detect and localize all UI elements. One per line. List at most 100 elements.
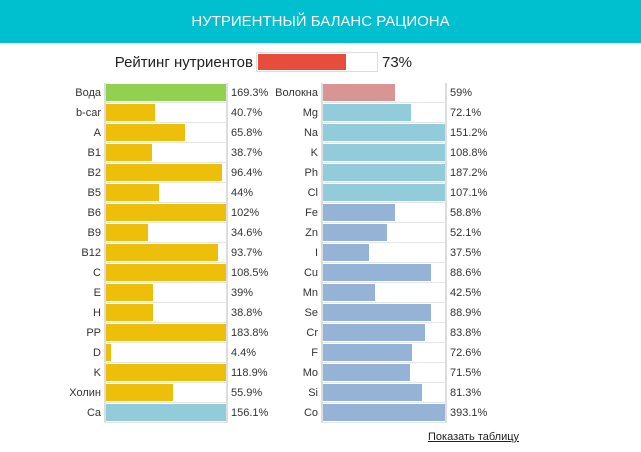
nutrient-value: 118.9% [231, 367, 268, 379]
nutrient-bar [321, 203, 447, 223]
nutrient-bar [104, 203, 228, 223]
nutrient-label: Na [303, 127, 318, 139]
nutrient-bar-fill [323, 404, 445, 421]
nutrient-value: 71.5% [450, 367, 482, 379]
nutrient-label: H [93, 307, 101, 319]
nutrient-value: 52.1% [450, 227, 482, 239]
nutrient-bar-fill [106, 364, 226, 381]
nutrient-label: Fe [305, 207, 318, 219]
nutrient-bar [321, 143, 447, 163]
nutrient-bar-fill [106, 224, 148, 241]
nutrient-label: B6 [87, 207, 101, 219]
nutrient-bar [321, 283, 447, 303]
nutrient-label: PP [86, 327, 101, 339]
nutrient-bar [104, 143, 228, 163]
nutrient-value: 44% [231, 187, 254, 199]
nutrient-bar-fill [323, 164, 445, 181]
nutrient-bar [321, 183, 447, 203]
nutrient-bar [104, 363, 228, 383]
nutrient-bar-fill [323, 364, 411, 381]
nutrient-label: Вода [75, 87, 101, 99]
nutrient-value: 156.1% [231, 407, 269, 419]
nutrient-value: 108.5% [231, 267, 269, 279]
nutrient-label: Zn [305, 227, 318, 239]
nutrient-bar-fill [323, 104, 411, 121]
nutrient-value: 55.9% [231, 387, 263, 399]
nutrient-label: Se [304, 307, 318, 319]
nutrient-value: 72.1% [450, 107, 482, 119]
nutrient-label: Ph [304, 167, 318, 179]
nutrient-bar [321, 363, 447, 383]
nutrient-value: 96.4% [231, 167, 263, 179]
nutrient-bar [104, 263, 228, 283]
nutrient-label: B12 [81, 247, 101, 259]
nutrient-value: 88.6% [450, 267, 482, 279]
nutrient-bar [104, 303, 228, 323]
nutrient-bar [104, 323, 228, 343]
nutrient-value: 39% [231, 287, 254, 299]
show-table-link[interactable]: Показать таблицу [428, 431, 520, 443]
nutrient-value: 34.6% [231, 227, 263, 239]
nutrient-bar-fill [106, 344, 112, 361]
nutrient-bar [321, 383, 447, 403]
nutrient-bar-fill [106, 104, 155, 121]
nutrient-label: E [93, 287, 101, 299]
nutrient-label: b-car [75, 107, 101, 119]
nutrient-value: 65.8% [231, 127, 263, 139]
nutrient-bar-fill [323, 124, 445, 141]
nutrient-bar [321, 83, 447, 103]
nutrient-bar-fill [323, 264, 432, 281]
nutrient-bar [321, 263, 447, 283]
nutrient-bar [321, 103, 447, 123]
nutrient-value: 37.5% [450, 247, 482, 259]
nutrient-bar [104, 123, 228, 143]
nutrient-label: F [311, 347, 318, 359]
nutrient-bar-fill [106, 404, 226, 421]
nutrient-bar-fill [323, 224, 387, 241]
nutrient-value: 393.1% [450, 407, 488, 419]
nutrient-label: Si [308, 387, 318, 399]
nutrient-bar [321, 303, 447, 323]
nutrient-bar [104, 83, 228, 103]
nutrient-value: 38.7% [231, 147, 263, 159]
nutrient-bar [321, 223, 447, 243]
nutrient-value: 88.9% [450, 307, 482, 319]
nutrient-label: K [93, 367, 101, 379]
nutrient-label: C [93, 267, 101, 279]
nutrient-bar-fill [106, 124, 185, 141]
nutrient-label: Mn [302, 287, 318, 299]
nutrient-label: Co [303, 407, 318, 419]
nutrient-label: Волокна [275, 87, 318, 99]
nutrient-label: Cl [307, 187, 318, 199]
nutrient-bar-fill [106, 164, 222, 181]
nutrient-label: B1 [87, 147, 101, 159]
nutrient-bar [321, 163, 447, 183]
nutrient-value: 102% [231, 207, 260, 219]
nutrient-value: 40.7% [231, 107, 263, 119]
page-header: НУТРИЕНТНЫЙ БАЛАНС РАЦИОНА [0, 0, 641, 43]
nutrient-bar [104, 383, 228, 403]
nutrient-bar-fill [106, 84, 226, 101]
nutrient-bar-fill [323, 184, 445, 201]
nutrient-bar-fill [323, 284, 375, 301]
nutrient-label: B5 [87, 187, 101, 199]
nutrient-bar [104, 283, 228, 303]
nutrient-value: 151.2% [450, 127, 488, 139]
nutrient-bar [104, 223, 228, 243]
nutrient-bar [104, 403, 228, 423]
nutrient-label: B2 [87, 167, 101, 179]
rating-value: 73% [382, 54, 413, 71]
nutrient-value: 169.3% [231, 87, 269, 99]
nutrient-bar [104, 243, 228, 263]
nutrient-value: 59% [450, 87, 473, 99]
nutrient-label: Cr [306, 327, 318, 339]
nutrient-value: 83.8% [450, 327, 482, 339]
nutrient-bar [321, 403, 447, 423]
nutrient-label: B9 [87, 227, 101, 239]
nutrient-bar-fill [323, 144, 445, 161]
nutrient-label: Cu [303, 267, 318, 279]
nutrient-bar-fill [106, 204, 226, 221]
nutrient-value: 58.8% [450, 207, 482, 219]
nutrient-bar-fill [323, 204, 395, 221]
nutrient-value: 42.5% [450, 287, 482, 299]
